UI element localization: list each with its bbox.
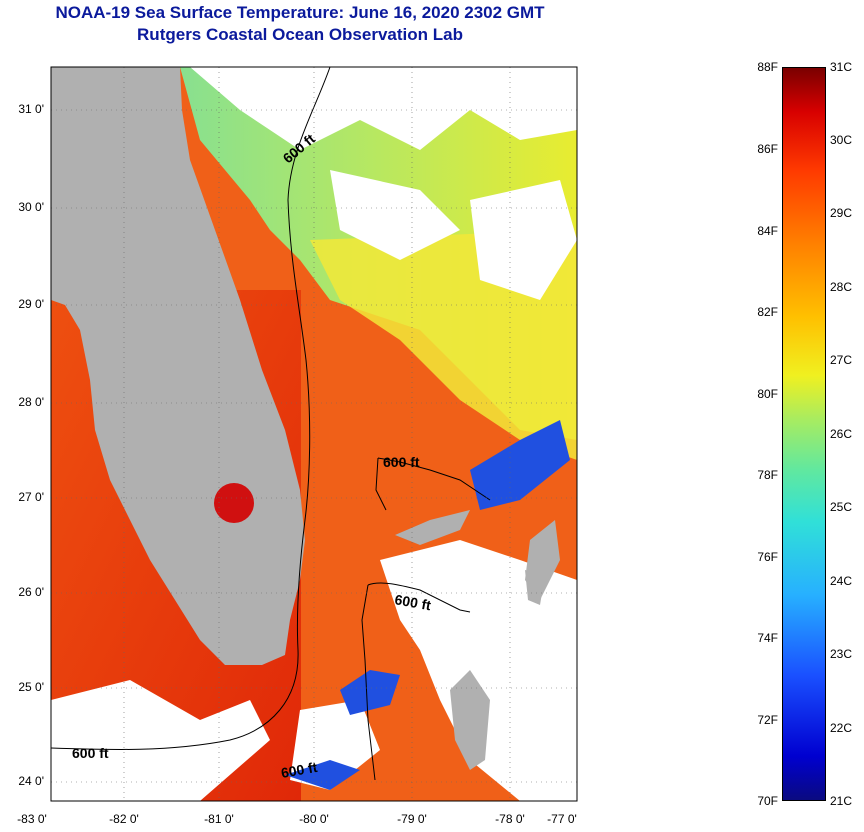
colorbar-f-label: 78F bbox=[757, 468, 778, 482]
colorbar-f-label: 84F bbox=[757, 224, 778, 238]
lat-label: 30 0' bbox=[18, 200, 44, 214]
lon-label: -80 0' bbox=[299, 812, 329, 826]
cloud-cover bbox=[51, 67, 577, 801]
lake-okeechobee bbox=[214, 483, 254, 523]
lon-label: -81 0' bbox=[204, 812, 234, 826]
colorbar-f-label: 70F bbox=[757, 794, 778, 808]
lon-label: -79 0' bbox=[397, 812, 427, 826]
lon-label: -82 0' bbox=[109, 812, 139, 826]
colorbar-f-label: 74F bbox=[757, 631, 778, 645]
bahamas-land bbox=[395, 510, 560, 770]
colorbar-c-label: 29C bbox=[830, 206, 853, 220]
colorbar-f-label: 86F bbox=[757, 142, 778, 156]
colorbar-f-label: 76F bbox=[757, 550, 778, 564]
colorbar-c-label: 23C bbox=[830, 647, 853, 661]
temperature-colorbar bbox=[782, 67, 826, 801]
colorbar-c-label: 24C bbox=[830, 574, 853, 588]
colorbar-c-label: 21C bbox=[830, 794, 853, 808]
contour-label-grandbahama: 600 ft bbox=[383, 454, 420, 470]
map-title: NOAA-19 Sea Surface Temperature: June 16… bbox=[55, 3, 545, 22]
lat-label: 25 0' bbox=[18, 680, 44, 694]
colorbar-c-label: 22C bbox=[830, 721, 853, 735]
lon-label: -78 0' bbox=[495, 812, 525, 826]
colorbar-f-label: 82F bbox=[757, 305, 778, 319]
colorbar-c-label: 30C bbox=[830, 133, 853, 147]
lon-label: -83 0' bbox=[17, 812, 47, 826]
lat-label: 26 0' bbox=[18, 585, 44, 599]
lat-label: 31 0' bbox=[18, 102, 44, 116]
contour-label-bimini: 600 ft bbox=[393, 591, 432, 613]
lat-label: 29 0' bbox=[18, 297, 44, 311]
lat-label: 28 0' bbox=[18, 395, 44, 409]
lat-label: 24 0' bbox=[18, 774, 44, 788]
colorbar-c-label: 26C bbox=[830, 427, 853, 441]
colorbar-c-label: 25C bbox=[830, 500, 853, 514]
colorbar-c-label: 27C bbox=[830, 353, 853, 367]
lat-label: 27 0' bbox=[18, 490, 44, 504]
colorbar-f-label: 80F bbox=[757, 387, 778, 401]
colorbar-f-label: 72F bbox=[757, 713, 778, 727]
cold-patches bbox=[285, 420, 570, 790]
contour-label-south: 600 ft bbox=[280, 759, 319, 781]
lon-label: -77 0' bbox=[547, 812, 577, 826]
colorbar-c-label: 31C bbox=[830, 60, 853, 74]
colorbar-c-label: 28C bbox=[830, 280, 853, 294]
isobath-600ft bbox=[51, 67, 491, 781]
map-subtitle: Rutgers Coastal Ocean Observation Lab bbox=[137, 25, 463, 44]
contour-label-keys: 600 ft bbox=[72, 745, 109, 761]
plot-frame bbox=[50, 66, 578, 802]
colorbar-f-label: 88F bbox=[757, 60, 778, 74]
